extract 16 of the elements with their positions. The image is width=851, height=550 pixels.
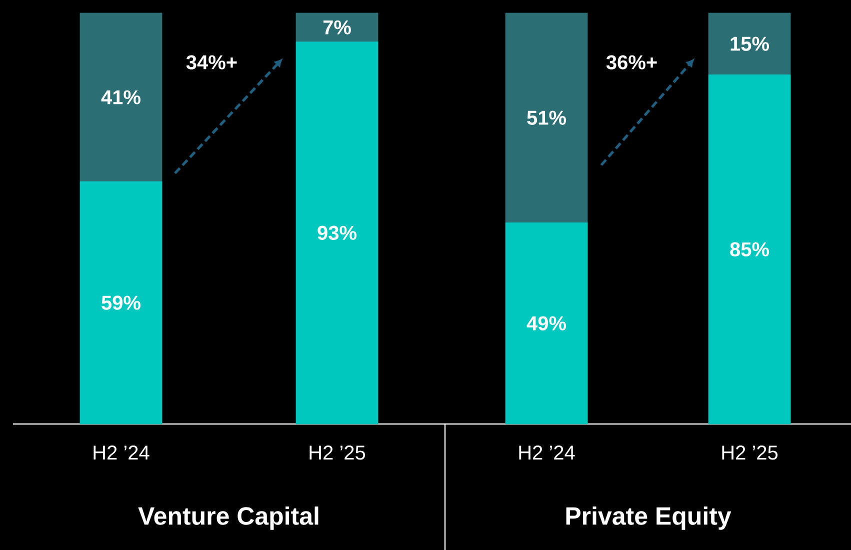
x-tick-label: H2 ’24: [94, 446, 150, 460]
data-label: 15%: [730, 36, 769, 51]
x-tick-label: H2 ’25: [722, 446, 778, 460]
x-tick-label: H2 ’24: [519, 446, 575, 460]
data-label: 59%: [102, 296, 140, 310]
x-axis-title: Venture Capital: [138, 506, 318, 530]
data-label: 49%: [526, 316, 566, 330]
x-axis-title: Private Equity: [566, 506, 732, 530]
x-tick-label: H2 ’25: [310, 446, 366, 460]
data-label: 93%: [318, 226, 356, 240]
data-label: 7%: [323, 20, 351, 34]
data-label: 51%: [527, 110, 566, 125]
data-label: 85%: [730, 242, 769, 256]
annotation: 34%+: [186, 55, 237, 70]
annotation: 36%+: [606, 55, 657, 70]
data-label: 41%: [101, 90, 140, 104]
